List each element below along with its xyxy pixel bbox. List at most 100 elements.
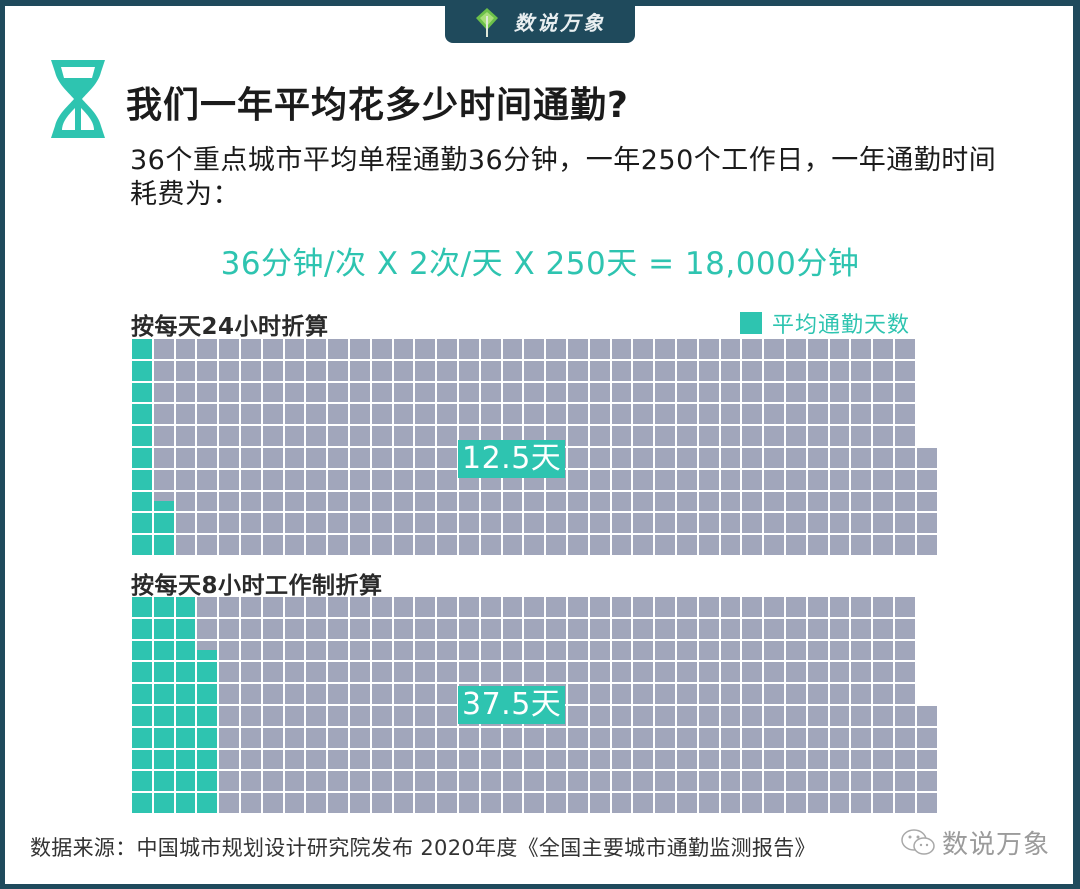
waffle-cell (480, 771, 501, 792)
waffle-cell (851, 382, 872, 403)
waffle-cell (437, 793, 457, 813)
waffle-cell (219, 684, 239, 704)
waffle-cell (895, 640, 915, 661)
waffle-cell (829, 426, 850, 446)
waffle-cell (655, 727, 675, 748)
waffle-cell (284, 535, 305, 555)
waffle-cell (742, 513, 763, 534)
waffle-cell (175, 491, 196, 512)
waffle-cell (589, 339, 610, 359)
waffle-cell (480, 640, 501, 661)
waffle-cell (742, 448, 763, 468)
waffle-cell (546, 662, 566, 683)
waffle-cell (677, 382, 697, 403)
waffle-cell (873, 382, 893, 403)
waffle-cell (306, 360, 327, 381)
waffle-cell (633, 491, 654, 512)
waffle-cell (589, 662, 610, 683)
waffle-cell (284, 339, 305, 359)
waffle-cell (284, 513, 305, 534)
waffle-cell (568, 771, 588, 792)
waffle-cell (197, 749, 218, 770)
waffle-cell (589, 771, 610, 792)
waffle-cell (851, 706, 872, 726)
waffle-cell (437, 749, 457, 770)
waffle-cell (197, 662, 218, 683)
waffle-cell (175, 706, 196, 726)
waffle-cell (698, 513, 719, 534)
waffle-cell (437, 727, 457, 748)
waffle-cell (677, 360, 697, 381)
grid-title-8h: 按每天8小时工作制折算 (131, 573, 383, 599)
waffle-cell (851, 535, 872, 555)
waffle-cell (241, 469, 261, 490)
waffle-cell (764, 684, 784, 704)
waffle-cell (524, 535, 545, 555)
waffle-cell (524, 360, 545, 381)
watermark-text: 数说万象 (942, 830, 1051, 860)
waffle-cell (698, 426, 719, 446)
waffle-cell (371, 513, 392, 534)
waffle-cell (764, 749, 784, 770)
waffle-cell (829, 618, 850, 639)
waffle-cell (851, 793, 872, 813)
waffle-cell (175, 793, 196, 813)
waffle-cell (524, 727, 545, 748)
grid-title-24h: 按每天24小时折算 (131, 314, 329, 340)
waffle-cell (633, 535, 654, 555)
waffle-cell (153, 749, 174, 770)
waffle-cell (284, 404, 305, 425)
waffle-cell (720, 684, 741, 704)
leaf-tree-logo-icon (476, 7, 498, 37)
waffle-cell (851, 448, 872, 468)
waffle-cell (851, 360, 872, 381)
waffle-cell (502, 513, 523, 534)
waffle-cell (698, 535, 719, 555)
waffle-cell (241, 662, 261, 683)
waffle-cell (132, 727, 152, 748)
waffle-cell (132, 662, 152, 683)
waffle-cell (677, 491, 697, 512)
waffle-cell (873, 706, 893, 726)
waffle-cell (873, 640, 893, 661)
waffle-cell (262, 491, 283, 512)
waffle-cell (786, 469, 806, 490)
waffle-cell (589, 597, 610, 617)
waffle-cell (350, 684, 370, 704)
waffle-cell (895, 706, 915, 726)
waffle-cell (807, 618, 828, 639)
waffle-cell (328, 727, 348, 748)
waffle-cell (328, 513, 348, 534)
waffle-cell (851, 640, 872, 661)
waffle-cell (480, 749, 501, 770)
waffle-cell (371, 426, 392, 446)
waffle-cell (437, 404, 457, 425)
waffle-cell (633, 793, 654, 813)
waffle-cell (655, 404, 675, 425)
waffle-cell (786, 706, 806, 726)
waffle-cell (677, 339, 697, 359)
waffle-cell (764, 426, 784, 446)
waffle-cell (655, 426, 675, 446)
waffle-cell (371, 793, 392, 813)
waffle-cell (851, 771, 872, 792)
waffle-cell (132, 404, 152, 425)
waffle-cell (764, 448, 784, 468)
brand-name: 数说万象 (514, 11, 606, 35)
waffle-cell (655, 618, 675, 639)
waffle-cell (350, 771, 370, 792)
waffle-cell (459, 597, 479, 617)
waffle-cell (720, 706, 741, 726)
waffle-cell (611, 684, 632, 704)
waffle-cell (241, 491, 261, 512)
waffle-cell (633, 426, 654, 446)
waffle-cell (350, 404, 370, 425)
waffle-cell (807, 749, 828, 770)
waffle-cell (568, 339, 588, 359)
waffle-cell (698, 404, 719, 425)
waffle-cell (480, 513, 501, 534)
waffle-cell (153, 535, 174, 555)
waffle-cell (698, 597, 719, 617)
waffle-cell (241, 706, 261, 726)
waffle-cell (677, 749, 697, 770)
